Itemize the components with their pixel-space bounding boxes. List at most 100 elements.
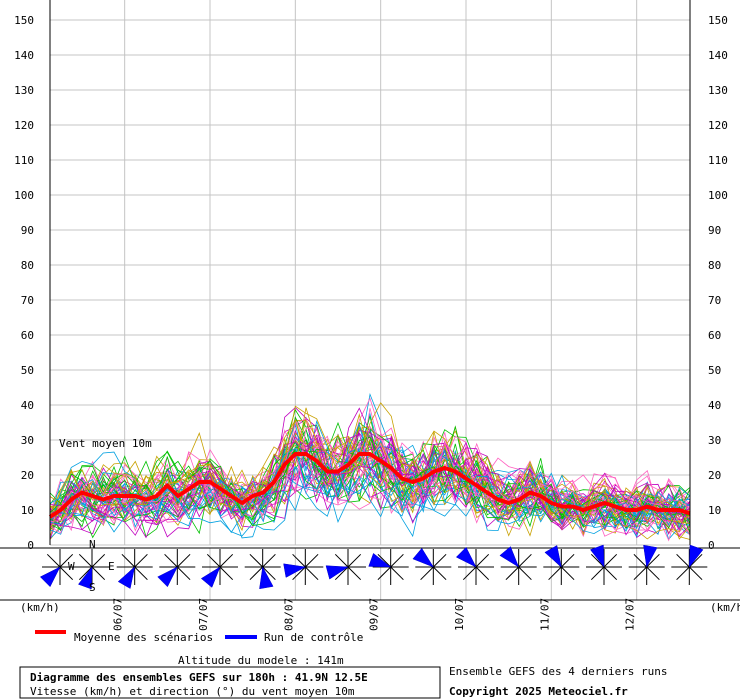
- wind-rose: [39, 549, 78, 588]
- y-tick-left: 110: [14, 154, 34, 167]
- y-tick-left: 120: [14, 119, 34, 132]
- y-tick-right: 40: [708, 399, 721, 412]
- footer-box: [19, 666, 441, 699]
- y-tick-right: 110: [708, 154, 728, 167]
- y-tick-left: 10: [21, 504, 34, 517]
- y-tick-right: 140: [708, 49, 728, 62]
- wind-rose: [455, 546, 494, 585]
- wind-direction-wedge: [544, 545, 562, 568]
- compass-n: N: [89, 538, 96, 551]
- runs-note: Ensemble GEFS des 4 derniers runs: [449, 665, 668, 678]
- ensemble-member-line: [49, 447, 691, 538]
- ensemble-member-line: [49, 418, 691, 525]
- wind-rose: [543, 545, 580, 586]
- rose-spoke: [334, 553, 349, 568]
- wind-direction-wedge: [200, 566, 221, 588]
- wind-rose: [628, 544, 665, 586]
- wind-direction-wedge: [455, 546, 477, 568]
- date-label: 11/07: [538, 598, 551, 631]
- rose-spoke: [603, 553, 618, 568]
- rose-spoke: [676, 566, 690, 581]
- mean-line: [48, 452, 691, 519]
- wind-direction-wedge: [368, 552, 392, 568]
- y-tick-left: 70: [21, 294, 34, 307]
- rose-spoke: [78, 566, 93, 581]
- y-tick-left: 20: [21, 469, 34, 482]
- rose-spoke: [219, 553, 234, 568]
- ensemble-member-line: [49, 442, 691, 531]
- wind-direction-wedge: [589, 544, 605, 568]
- legend-control-label: Run de contrôle: [264, 631, 363, 644]
- y-tick-right: 60: [708, 329, 721, 342]
- rose-spoke: [518, 553, 532, 568]
- rose-spoke: [78, 553, 93, 568]
- wind-direction-wedge: [325, 565, 349, 580]
- rose-spoke: [304, 566, 319, 581]
- ensemble-member-line: [49, 434, 691, 536]
- rose-spoke: [590, 566, 605, 581]
- rose-spoke: [134, 553, 148, 568]
- y-tick-left: 0: [27, 539, 34, 552]
- compass-w: W: [68, 560, 75, 573]
- wind-rose: [283, 548, 324, 586]
- y-tick-right: 10: [708, 504, 721, 517]
- ensemble-member-line: [49, 413, 691, 536]
- rose-spoke: [560, 566, 575, 581]
- rose-spoke: [432, 566, 447, 581]
- rose-spoke: [590, 553, 605, 568]
- wind-direction-wedge: [117, 566, 136, 589]
- date-label: 07/07: [197, 598, 210, 631]
- y-tick-right: 80: [708, 259, 721, 272]
- ensemble-member-line: [49, 407, 691, 536]
- legend-mean-label: Moyenne des scénarios: [74, 631, 213, 644]
- ensemble-member-line: [49, 439, 691, 537]
- rose-spoke: [432, 553, 447, 568]
- y-tick-left: 50: [21, 364, 34, 377]
- wind-rose: [244, 548, 281, 590]
- wind-direction-wedge: [39, 566, 61, 588]
- ensemble-member-line: [49, 405, 691, 540]
- rose-spoke: [475, 553, 490, 568]
- rose-spoke: [91, 553, 106, 568]
- y-tick-right: 150: [708, 14, 728, 27]
- compass-e: E: [108, 560, 115, 573]
- y-tick-left: 40: [21, 399, 34, 412]
- axes: 0 0 10 10 20 20 30 30 40 40 50 50 60 60 70 70 80 80 90 90 10…: [0, 0, 740, 631]
- rose-spoke: [377, 553, 392, 568]
- y-tick-left: 30: [21, 434, 34, 447]
- rose-spoke: [505, 566, 520, 581]
- rose-spoke: [676, 553, 690, 568]
- rose-spoke: [59, 553, 74, 568]
- rose-spoke: [347, 553, 362, 568]
- rose-spoke: [262, 566, 276, 581]
- ensemble-member-line: [49, 444, 691, 526]
- rose-spoke: [91, 566, 106, 581]
- rose-spoke: [164, 553, 178, 568]
- rose-spoke: [688, 553, 703, 568]
- y-tick-left: 100: [14, 189, 34, 202]
- rose-spoke: [633, 553, 648, 568]
- ensemble-member-line: [49, 450, 691, 533]
- y-unit-left: (km/h): [20, 601, 60, 614]
- y-tick-right: 70: [708, 294, 721, 307]
- y-tick-left: 80: [21, 259, 34, 272]
- wind-rose: [368, 548, 409, 586]
- rose-spoke: [390, 566, 404, 581]
- ensemble-member-line: [49, 427, 691, 539]
- rose-spoke: [518, 566, 532, 581]
- rose-spoke: [688, 566, 703, 581]
- rose-spoke: [249, 566, 264, 581]
- rose-spoke: [603, 566, 618, 581]
- rose-spoke: [548, 566, 562, 581]
- rose-spoke: [390, 553, 404, 568]
- wind-rose: [499, 546, 537, 586]
- date-label: 08/07: [282, 598, 295, 631]
- rose-spoke: [121, 553, 136, 568]
- y-tick-right: 90: [708, 224, 721, 237]
- rose-spoke: [176, 553, 191, 568]
- wind-rose: [200, 549, 238, 588]
- date-label: 12/07: [624, 598, 637, 631]
- rose-spoke: [176, 566, 191, 581]
- y-tick-right: 100: [708, 189, 728, 202]
